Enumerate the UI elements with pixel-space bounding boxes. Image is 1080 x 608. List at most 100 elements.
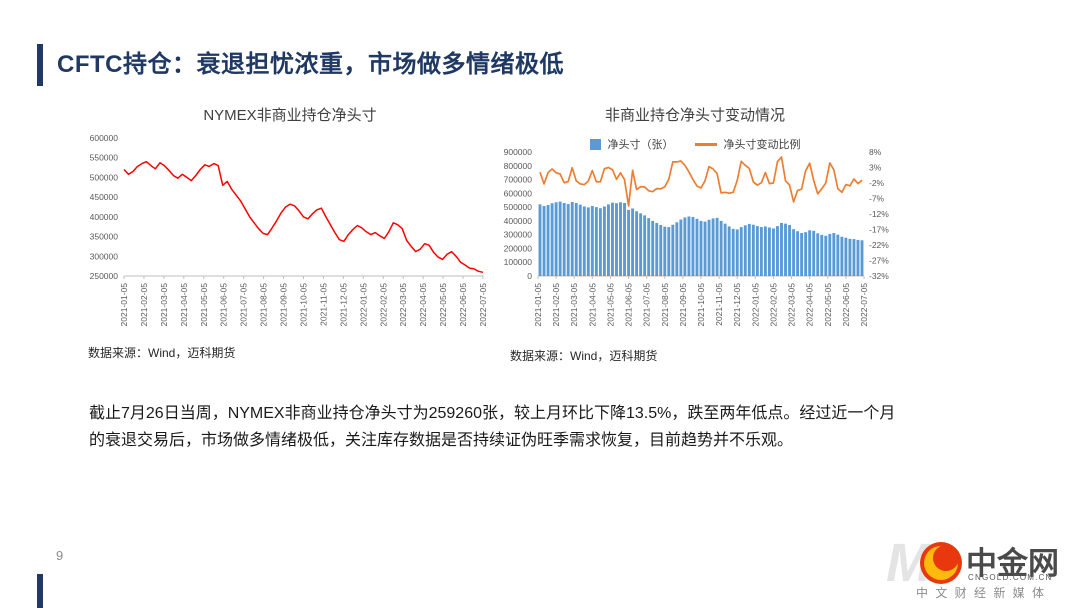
x-axis-tick-label: 2021-02-05	[551, 283, 561, 327]
left-y-axis-tick-label: 400000	[504, 216, 533, 226]
x-axis-tick-label: 2022-04-05	[805, 283, 815, 327]
x-axis-tick-label: 2022-07-05	[859, 283, 869, 327]
net-position-bar	[554, 202, 558, 276]
cngold-domain-text: CNGOLD.COM.CN	[968, 573, 1053, 582]
net-position-bar	[743, 225, 747, 276]
x-axis-tick-label: 2021-09-05	[678, 283, 688, 327]
net-position-bar	[755, 226, 759, 276]
net-position-bar	[631, 208, 635, 276]
x-axis-tick-label: 2022-05-05	[823, 283, 833, 327]
right-y-axis-tick-label: -12%	[869, 209, 889, 219]
net-position-bar	[687, 216, 691, 276]
net-position-bar	[703, 221, 707, 276]
net-position-bar	[852, 239, 856, 276]
x-axis-tick-label: 2022-03-05	[787, 283, 797, 327]
left-y-axis-tick-label: 300000	[504, 230, 533, 240]
net-position-bar	[804, 232, 808, 276]
net-position-bar	[739, 227, 743, 276]
x-axis-tick-label: 2022-02-05	[378, 283, 388, 327]
bar-legend-label: 净头寸（张）	[607, 139, 674, 151]
change-ratio-line-series	[539, 156, 863, 207]
net-position-bar	[800, 233, 804, 276]
y-axis-tick-label: 300000	[90, 251, 119, 261]
net-position-bar	[796, 231, 800, 276]
x-axis-tick-label: 2021-04-05	[179, 283, 189, 327]
x-axis-tick-label: 2021-05-05	[605, 283, 615, 327]
chart-title-nymex: NYMEX非商业持仓净头寸	[203, 107, 377, 124]
x-axis-tick-label: 2022-06-05	[458, 283, 468, 327]
x-axis-tick-label: 2021-08-05	[660, 283, 670, 327]
x-axis-tick-label: 2021-06-05	[219, 283, 229, 327]
net-position-bar	[627, 209, 631, 276]
net-position-bar	[816, 233, 820, 276]
net-position-bar	[828, 233, 832, 276]
x-axis-tick-label: 2021-10-05	[696, 283, 706, 327]
x-axis-tick-label: 2021-05-05	[199, 283, 209, 327]
x-axis-tick-label: 2021-09-05	[279, 283, 289, 327]
line-legend-swatch-icon	[694, 142, 717, 146]
net-position-bar	[788, 225, 791, 276]
net-position-bar	[747, 223, 751, 276]
net-position-bar	[699, 220, 703, 276]
net-position-bar	[578, 204, 582, 276]
left-y-axis-tick-label: 700000	[504, 175, 533, 185]
x-axis-tick-label: 2022-01-05	[750, 283, 760, 327]
net-position-bar	[651, 220, 655, 276]
net-position-bar	[635, 211, 639, 276]
bar-legend-swatch-icon	[589, 138, 601, 150]
slide-title: CFTC持仓：衰退担忧浓重，市场做多情绪极低	[57, 51, 564, 78]
right-y-axis-tick-label: 3%	[869, 163, 882, 173]
net-position-bar	[594, 207, 598, 276]
x-axis-tick-label: 2022-04-05	[418, 283, 428, 327]
y-axis-tick-label: 600000	[90, 133, 119, 143]
y-axis-tick-label: 450000	[90, 192, 119, 202]
net-position-bar	[767, 227, 771, 276]
net-position-bar	[679, 219, 683, 276]
summary-paragraph: 截止7月26日当周，NYMEX非商业持仓净头寸为259260张，较上月环比下降1…	[89, 400, 1009, 454]
net-position-bar	[812, 230, 816, 276]
y-axis-tick-label: 250000	[90, 271, 119, 281]
page-number: 9	[56, 548, 64, 563]
net-position-bar	[550, 203, 554, 276]
y-axis-tick-label: 550000	[90, 153, 119, 163]
right-y-axis-tick-label: -7%	[869, 194, 885, 204]
net-position-bar	[542, 206, 546, 276]
net-position-bar	[695, 218, 699, 276]
net-position-bar	[598, 208, 602, 276]
x-axis-tick-label: 2022-07-05	[478, 283, 488, 327]
right-y-axis-tick-label: -17%	[869, 225, 889, 235]
net-position-bar	[784, 223, 787, 276]
net-position-bar	[615, 203, 618, 276]
x-axis-tick-label: 2022-01-05	[358, 283, 368, 327]
y-axis-tick-label: 350000	[90, 232, 119, 242]
left-y-axis-tick-label: 0	[527, 271, 532, 281]
right-y-axis-tick-label: 8%	[869, 147, 882, 157]
net-position-bar	[639, 213, 643, 276]
x-axis-tick-label: 2021-08-05	[259, 283, 269, 327]
net-position-bar	[675, 222, 679, 276]
net-position-bar	[844, 237, 848, 276]
net-position-bar	[727, 226, 731, 276]
x-axis-tick-label: 2021-02-05	[139, 283, 149, 327]
net-position-bar	[719, 220, 723, 276]
net-position-bar	[606, 204, 610, 276]
x-axis-tick-label: 2021-03-05	[159, 283, 169, 327]
right-y-axis-tick-label: -32%	[869, 271, 889, 281]
net-position-bar	[623, 202, 626, 276]
bottom-accent-bar	[37, 574, 43, 608]
net-position-bar	[856, 239, 860, 276]
x-axis-tick-label: 2022-03-05	[398, 283, 408, 327]
y-axis-tick-label: 500000	[90, 172, 119, 182]
nymex-net-position-line-chart: 600000 550000 500000 450000 400000 350000 3000…	[90, 133, 488, 327]
net-position-bar	[659, 225, 663, 276]
x-axis-tick-label: 2022-06-05	[841, 283, 851, 327]
x-axis-tick-label: 2021-11-05	[318, 283, 328, 326]
net-position-bar	[824, 235, 828, 276]
y-axis-tick-label: 400000	[90, 212, 119, 222]
net-position-bar	[586, 207, 590, 276]
left-y-axis-tick-label: 900000	[504, 147, 533, 157]
left-y-axis-tick-label: 500000	[504, 202, 533, 212]
net-position-change-combo-chart: 900000 800000 700000 600000 500000 400000 3000…	[504, 147, 890, 327]
cngold-logo-text: 中金网	[966, 546, 1059, 581]
